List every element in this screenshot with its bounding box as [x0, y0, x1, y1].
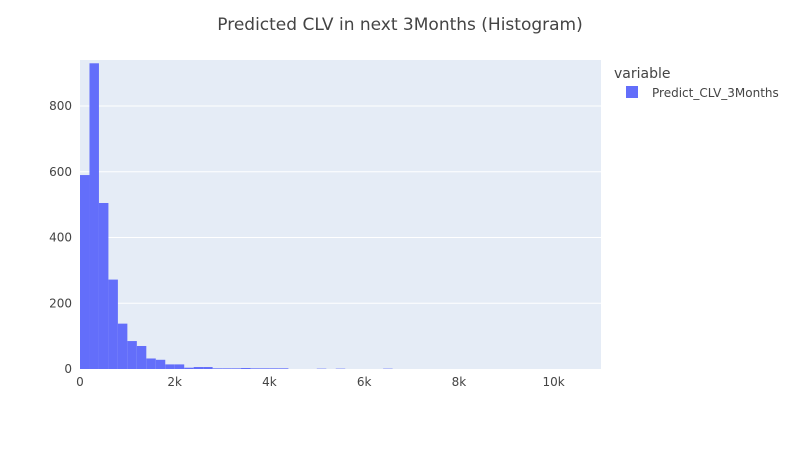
x-tick-label: 2k	[167, 375, 182, 389]
legend[interactable]: variable Predict_CLV_3Months	[614, 66, 779, 100]
histogram-bar[interactable]	[146, 358, 156, 369]
legend-title: variable	[614, 66, 670, 82]
x-tick-label: 8k	[452, 375, 467, 389]
histogram-bar[interactable]	[127, 341, 137, 369]
histogram-bar[interactable]	[269, 368, 279, 369]
histogram-bar[interactable]	[98, 202, 109, 369]
y-tick-label: 200	[49, 296, 72, 310]
legend-swatch	[626, 86, 638, 98]
histogram-bar[interactable]	[193, 367, 204, 369]
legend-item-predict-clv[interactable]: Predict_CLV_3Months	[626, 86, 779, 100]
histogram-bar[interactable]	[108, 279, 118, 369]
y-axis-ticks: 0 200 400 600 800	[49, 99, 72, 376]
x-tick-label: 4k	[262, 375, 277, 389]
gridlines	[80, 105, 601, 304]
histogram-bar[interactable]	[184, 367, 194, 369]
chart-title: Predicted CLV in next 3Months (Histogram…	[217, 15, 583, 35]
histogram-bar[interactable]	[212, 368, 223, 369]
y-tick-label: 600	[49, 165, 72, 179]
histogram-bar[interactable]	[89, 63, 99, 370]
x-tick-label: 10k	[543, 375, 565, 389]
y-tick-label: 0	[64, 362, 72, 376]
histogram-bar[interactable]	[80, 175, 90, 369]
histogram-bar[interactable]	[231, 368, 242, 369]
histogram-bar[interactable]	[241, 368, 251, 369]
x-tick-label: 6k	[357, 375, 372, 389]
histogram-bar[interactable]	[259, 368, 270, 369]
legend-item-label: Predict_CLV_3Months	[652, 86, 779, 100]
histogram-bars	[80, 63, 393, 370]
histogram-bar[interactable]	[203, 367, 213, 369]
histogram-bar[interactable]	[136, 345, 147, 369]
y-tick-label: 800	[49, 99, 72, 113]
x-tick-label: 0	[76, 375, 84, 389]
y-tick-label: 400	[49, 231, 72, 245]
histogram-bar[interactable]	[117, 323, 128, 369]
x-axis-ticks: 0 2k 4k 6k 8k 10k	[76, 375, 565, 389]
histogram-bar[interactable]	[250, 368, 260, 369]
histogram-bar[interactable]	[174, 364, 185, 369]
histogram-bar[interactable]	[155, 359, 166, 369]
histogram-bar[interactable]	[222, 368, 232, 369]
histogram-bar[interactable]	[278, 368, 289, 369]
plot-area[interactable]	[80, 60, 601, 369]
histogram-bar[interactable]	[165, 364, 175, 369]
